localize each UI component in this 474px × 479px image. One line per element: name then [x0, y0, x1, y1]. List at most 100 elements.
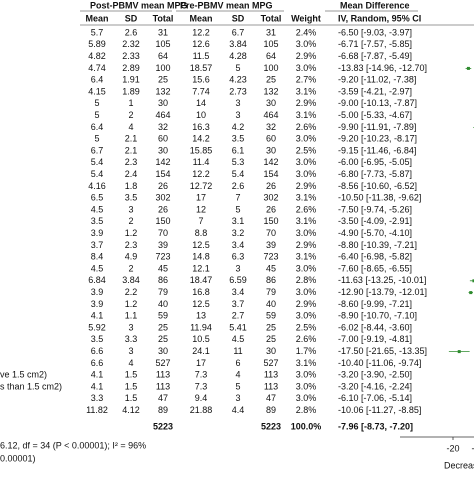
cell: -8.60 [-9.99, -7.21] [338, 299, 412, 309]
cell: 9.4 [195, 393, 208, 403]
cell: 2.89 [122, 63, 140, 73]
cell: 18.57 [190, 63, 213, 73]
cell: 5 [235, 204, 240, 214]
cell: 1.2 [125, 228, 138, 238]
cell: 2.2 [125, 287, 138, 297]
cell: 4 [128, 122, 133, 132]
cell: 3.7 [91, 240, 104, 250]
cell: 89 [158, 405, 168, 415]
cell: 6.59 [229, 275, 247, 285]
cell: 12.72 [190, 181, 213, 191]
cell: -6.02 [-8.44, -3.60] [338, 322, 412, 332]
cell: 5.3 [232, 157, 245, 167]
cell: 14.8 [192, 252, 210, 262]
cell: 32 [266, 122, 276, 132]
cell: 39 [266, 240, 276, 250]
cell: 30 [266, 346, 276, 356]
cell: 3.0% [296, 39, 317, 49]
cell: -3.20 [-4.16, -2.24] [338, 381, 412, 391]
cell: 3.0% [296, 393, 317, 403]
cell: 6.6 [91, 358, 104, 368]
cell: 4.5 [91, 204, 104, 214]
cell: -6.68 [-7.87, -5.49] [338, 51, 412, 61]
cell: 11.5 [193, 51, 210, 61]
footnote: 6.12, df = 34 (P < 0.00001); I² = 96% [0, 440, 146, 450]
cell: 64 [266, 51, 276, 61]
cell: 5.41 [229, 322, 247, 332]
cell: 3.4 [232, 287, 245, 297]
cell: 150 [263, 216, 278, 226]
cell: 15.6 [192, 75, 210, 85]
cell: 302 [155, 193, 170, 203]
cell: -9.20 [-11.02, -7.38] [338, 75, 416, 85]
cell: 3.5 [91, 216, 104, 226]
cell: 64 [158, 51, 168, 61]
cell: 132 [155, 86, 170, 96]
cell: 2 [128, 110, 133, 120]
cell: 2.6 [232, 181, 245, 191]
cell: 11.4 [193, 157, 210, 167]
pre-header: Pre-PBMV mean MPG [180, 0, 273, 10]
cell: 2.6% [296, 334, 317, 344]
cell: -6.10 [-7.06, -5.14] [338, 393, 412, 403]
estimate-marker [466, 66, 470, 70]
total-cell: 100.0% [291, 421, 322, 431]
cell: 4.9 [125, 252, 138, 262]
cell: -8.56 [-10.60, -6.52] [338, 181, 417, 191]
cell: 12.5 [192, 299, 210, 309]
cell: 150 [155, 216, 170, 226]
cell: -6.80 [-7.73, -5.87] [338, 169, 412, 179]
cell: 2.9% [296, 240, 317, 250]
cell: 26 [266, 181, 276, 191]
cell: 2.3 [125, 240, 138, 250]
cell: 527 [155, 358, 170, 368]
cell: -9.20 [-10.23, -8.17] [338, 134, 417, 144]
cell: 4.15 [88, 86, 106, 96]
cell: 4.82 [88, 51, 106, 61]
cell: 31 [266, 27, 276, 37]
cell: 2.4% [296, 27, 317, 37]
cell: 16.3 [192, 122, 210, 132]
cell: 25 [266, 334, 276, 344]
cell: 2.9% [296, 98, 317, 108]
cell: 4.12 [122, 405, 140, 415]
cell: 17 [196, 193, 206, 203]
cell: 5 [94, 110, 99, 120]
cell: 11.82 [86, 405, 108, 415]
cell: 2.6 [125, 27, 138, 37]
cell: 5.4 [232, 169, 245, 179]
cell: 47 [266, 393, 276, 403]
cell: 12.5 [192, 240, 210, 250]
cell: 3.9 [91, 299, 104, 309]
column-header: Total [261, 13, 282, 23]
cell: 2.1 [125, 134, 138, 144]
cell: -12.90 [-13.79, -12.01] [338, 287, 427, 297]
column-header: Total [153, 13, 174, 23]
cell: 12.6 [192, 39, 210, 49]
cell: 25 [158, 75, 168, 85]
cell: 3 [235, 110, 240, 120]
cell: 113 [156, 370, 170, 380]
total-cell: -7.96 [-8.73, -7.20] [338, 421, 413, 431]
cell: 113 [156, 381, 170, 391]
cell: 113 [264, 381, 278, 391]
cell: 3.2 [232, 228, 245, 238]
cell: 5 [94, 98, 99, 108]
cell: 1.89 [122, 86, 140, 96]
column-header: SD [232, 13, 245, 23]
cell: 3.3 [91, 393, 104, 403]
cell: 86 [266, 275, 276, 285]
cell: 154 [155, 169, 170, 179]
cell: 12.2 [192, 27, 210, 37]
cell: 89 [266, 405, 276, 415]
cell: 1.7% [296, 346, 317, 356]
cell: 15.85 [190, 145, 213, 155]
total-cell: 5223 [153, 421, 173, 431]
cell: 2.1 [125, 145, 138, 155]
cell: 2.7 [232, 311, 245, 321]
column-header: IV, Random, 95% CI [338, 13, 421, 23]
cell: 4.5 [232, 334, 245, 344]
cell: 105 [155, 39, 170, 49]
cell: -8.90 [-10.70, -7.10] [338, 311, 417, 321]
